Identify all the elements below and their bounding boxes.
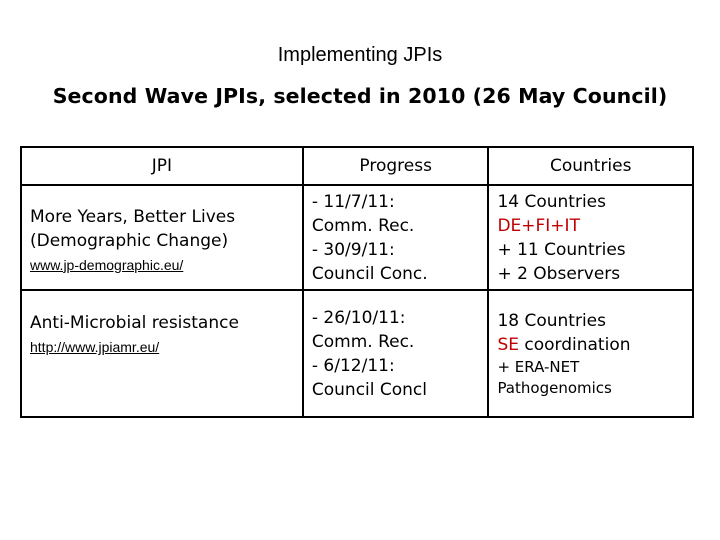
table-header-row: JPI Progress Countries (20, 146, 694, 186)
countries-highlight: SE (497, 334, 519, 355)
progress-line: Comm. Rec. (311, 331, 415, 352)
countries-cell: 18 Countries SE coordination + ERA-NET P… (487, 289, 694, 418)
jpi-name-line: More Years, Better Lives (30, 206, 236, 227)
jpi-name-line: Anti-Microbial resistance (30, 313, 239, 333)
countries-line: Pathogenomics (497, 378, 612, 397)
column-header-jpi: JPI (20, 146, 304, 186)
progress-line: - 11/7/11: (311, 191, 395, 212)
page-subtitle: Second Wave JPIs, selected in 2010 (26 M… (52, 84, 668, 108)
page-title: Implementing JPIs (277, 44, 443, 66)
jpi-link[interactable]: http://www.jpiamr.eu/ (30, 339, 160, 355)
progress-line: - 6/12/11: (311, 355, 395, 376)
countries-line: + 11 Countries (497, 239, 626, 260)
jpi-cell: More Years, Better Lives (Demographic Ch… (20, 184, 304, 291)
countries-line: 18 Countries (497, 310, 606, 331)
countries-line-highlight: DE+FI+IT (497, 215, 580, 236)
progress-cell: - 11/7/11: Comm. Rec. - 30/9/11: Council… (301, 184, 490, 291)
jpi-cell: Anti-Microbial resistance http://www.jpi… (20, 289, 304, 418)
table-row: More Years, Better Lives (Demographic Ch… (20, 184, 694, 291)
countries-cell: 14 Countries DE+FI+IT + 11 Countries + 2… (487, 184, 694, 291)
progress-line: - 30/9/11: (311, 239, 395, 260)
progress-line: - 26/10/11: (311, 307, 406, 328)
countries-line-rest: coordination (518, 334, 631, 355)
progress-cell: - 26/10/11: Comm. Rec. - 6/12/11: Counci… (301, 289, 490, 418)
jpi-table: JPI Progress Countries More Years, Bette… (20, 146, 694, 418)
column-header-progress: Progress (301, 146, 490, 186)
jpi-name-line: (Demographic Change) (30, 230, 229, 251)
countries-line: 14 Countries (497, 191, 606, 212)
progress-line: Council Concl (311, 379, 428, 400)
column-header-countries: Countries (487, 146, 694, 186)
countries-line: + 2 Observers (497, 263, 621, 284)
table-row: Anti-Microbial resistance http://www.jpi… (20, 289, 694, 418)
progress-line: Comm. Rec. (311, 215, 415, 236)
jpi-link[interactable]: www.jp-demographic.eu/ (30, 256, 184, 273)
countries-line: + ERA-NET (497, 357, 580, 376)
countries-line: SE coordination (497, 333, 684, 357)
progress-line: Council Conc. (311, 263, 428, 284)
